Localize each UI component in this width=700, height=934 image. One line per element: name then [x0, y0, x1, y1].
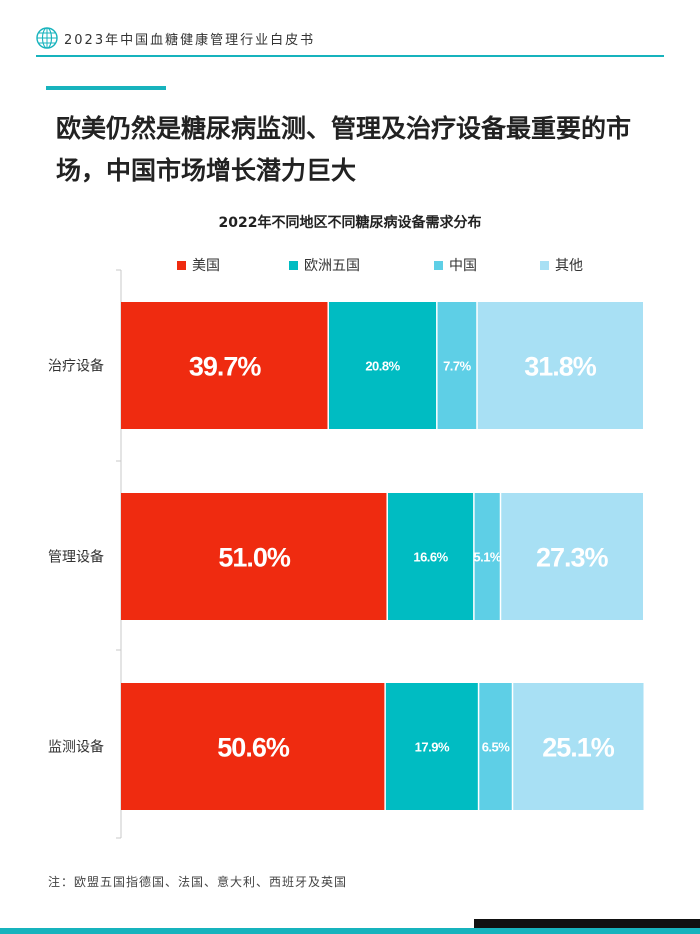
legend-item: 欧洲五国 — [289, 255, 360, 275]
data-label: 5.1% — [473, 550, 502, 565]
data-label: 17.9% — [415, 740, 450, 755]
data-label: 50.6% — [217, 733, 290, 763]
headline-accent-bar — [46, 86, 166, 90]
legend-swatch — [289, 260, 298, 270]
category-label: 监测设备 — [48, 739, 104, 756]
legend-swatch — [540, 260, 549, 270]
page-headline: 欧美仍然是糖尿病监测、管理及治疗设备最重要的市场，中国市场增长潜力巨大 — [56, 114, 632, 185]
header-divider — [36, 55, 664, 57]
footnote: 注：欧盟五国指德国、法国、意大利、西班牙及英国 — [48, 875, 348, 889]
bar-segment — [385, 683, 479, 810]
bar-segment — [512, 683, 644, 810]
footer-teal-band — [0, 928, 700, 934]
bar-segment — [473, 493, 501, 620]
chart-title: 2022年不同地区不同糖尿病设备需求分布 — [218, 215, 482, 231]
legend-item: 中国 — [434, 255, 477, 275]
data-label: 20.8% — [365, 359, 400, 374]
data-label: 16.6% — [413, 550, 448, 565]
data-label: 39.7% — [189, 352, 262, 382]
bar-segment — [436, 302, 478, 429]
category-label: 管理设备 — [48, 549, 104, 566]
legend-swatch — [434, 260, 443, 270]
globe-logo-icon — [36, 27, 58, 49]
footer-black-bar — [474, 919, 700, 928]
bar-segment — [121, 683, 386, 810]
bar-segment — [477, 302, 643, 429]
category-label: 治疗设备 — [48, 358, 104, 375]
legend-label: 美国 — [192, 258, 220, 274]
bar-segment — [121, 493, 388, 620]
bar-segment — [500, 493, 643, 620]
data-label: 31.8% — [524, 352, 597, 382]
legend-label: 其他 — [555, 258, 583, 274]
data-label: 6.5% — [482, 740, 511, 755]
legend-label: 中国 — [449, 258, 477, 274]
legend-label: 欧洲五国 — [304, 258, 360, 274]
data-label: 51.0% — [218, 543, 291, 573]
chart-legend: 美国 欧洲五国 中国 其他 — [0, 255, 700, 275]
header-title: 2023年中国血糖健康管理行业白皮书 — [64, 33, 316, 48]
data-label: 7.7% — [443, 359, 472, 374]
legend-swatch — [177, 260, 186, 270]
page-header: 2023年中国血糖健康管理行业白皮书 — [0, 0, 700, 60]
bar-segment — [121, 302, 329, 429]
bar-segment — [328, 302, 437, 429]
data-label: 27.3% — [536, 543, 609, 573]
legend-item: 其他 — [540, 255, 583, 275]
data-label: 25.1% — [542, 733, 615, 763]
bar-segment — [387, 493, 474, 620]
legend-item: 美国 — [177, 255, 220, 275]
bar-segment — [478, 683, 513, 810]
